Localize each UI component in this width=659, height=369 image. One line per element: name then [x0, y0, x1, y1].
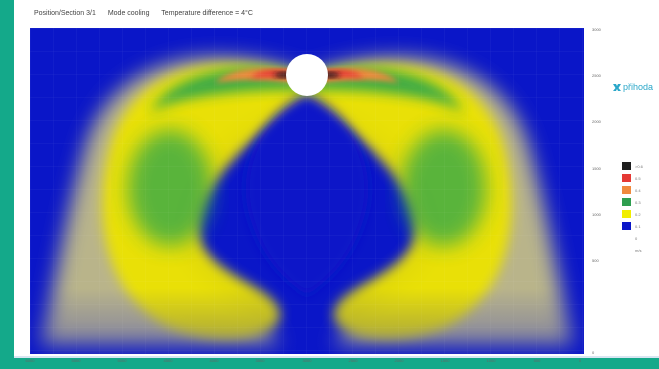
legend-item: 0.1 [622, 220, 643, 232]
legend-item: 0.2 [622, 208, 643, 220]
x-tick: 1500 [440, 358, 450, 363]
x-tick: 1000 [486, 358, 496, 363]
brand-logo: přihoda [612, 82, 653, 92]
x-tick: 5000 [117, 358, 127, 363]
legend-label: 0.5 [635, 175, 641, 181]
legend-label: 0.4 [635, 187, 641, 193]
x-tick: 2500 [348, 358, 358, 363]
legend-swatch [622, 174, 631, 182]
air-outlet-circle [286, 54, 328, 96]
y-tick: 1000 [592, 212, 601, 217]
legend-item: m/s [622, 244, 643, 256]
legend-item: >0.6 [622, 160, 643, 172]
x-tick: 4000 [209, 358, 219, 363]
x-tick: 2000 [394, 358, 404, 363]
position-label: Position/Section 3/1 [34, 10, 96, 17]
y-tick: 2000 [592, 119, 601, 124]
legend-swatch [622, 222, 631, 230]
velocity-field-plot [30, 28, 584, 354]
legend-label: m/s [635, 247, 642, 253]
legend-swatch [622, 210, 631, 218]
x-tick: 4500 [163, 358, 173, 363]
plot-header: Position/Section 3/1 Mode cooling Temper… [34, 10, 263, 17]
legend-label: 0.3 [635, 199, 641, 205]
x-tick: 0 [578, 358, 582, 363]
y-tick: 1500 [592, 166, 601, 171]
legend-label: >0.6 [635, 163, 643, 169]
x-tick: 6000 [25, 358, 35, 363]
legend-item: 0.5 [622, 172, 643, 184]
legend-swatch [622, 186, 631, 194]
x-tick: 3500 [255, 358, 265, 363]
legend-item: 0.3 [622, 196, 643, 208]
legend-swatch [622, 198, 631, 206]
y-tick: 0 [592, 350, 595, 355]
legend-swatch [622, 162, 631, 170]
bottom-accent-bar [0, 358, 659, 369]
x-tick: 3000 [302, 358, 312, 363]
legend-swatch [622, 234, 631, 242]
temperature-label: Temperature difference = 4°C [161, 10, 253, 17]
legend-label: 0.1 [635, 223, 641, 229]
y-tick: 3000 [592, 27, 601, 32]
y-tick: 500 [592, 258, 599, 263]
mode-label: Mode cooling [107, 10, 150, 17]
logo-text: přihoda [623, 82, 654, 92]
legend-label: 0 [635, 235, 638, 241]
bottom-divider [14, 356, 659, 358]
x-tick: 5500 [71, 358, 81, 363]
x-tick: 500 [533, 358, 541, 363]
legend-swatch [622, 246, 631, 254]
y-tick: 2500 [592, 73, 601, 78]
legend-label: 0.2 [635, 211, 641, 217]
legend-item: 0 [622, 232, 643, 244]
logo-icon [613, 84, 621, 91]
left-accent-bar [0, 0, 14, 358]
velocity-legend: >0.6 0.5 0.4 0.3 0.2 0.1 0 m/s [622, 160, 643, 256]
legend-item: 0.4 [622, 184, 643, 196]
